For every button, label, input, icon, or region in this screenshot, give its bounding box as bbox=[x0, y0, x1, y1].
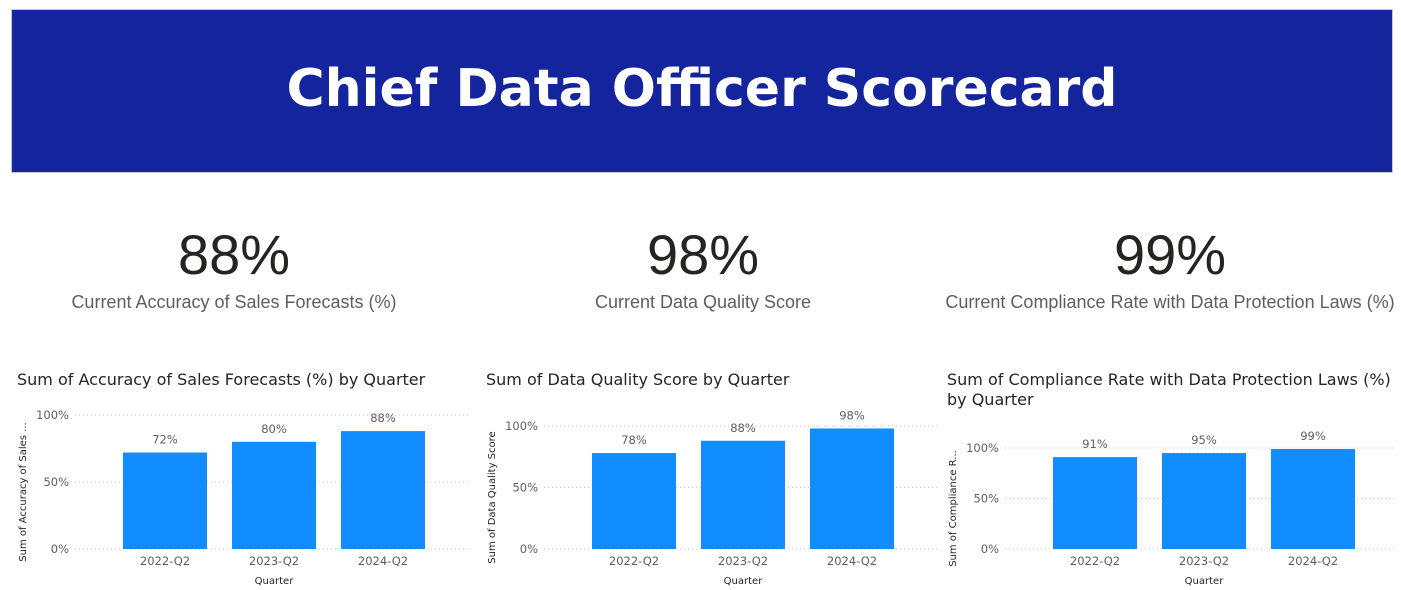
x-tick-label: 2022-Q2 bbox=[609, 554, 659, 568]
chart-title: Sum of Compliance Rate with Data Protect… bbox=[947, 370, 1391, 409]
chart-title: Sum of Accuracy of Sales Forecasts (%) b… bbox=[17, 370, 426, 389]
y-tick-label: 0% bbox=[51, 542, 69, 556]
bar[interactable] bbox=[592, 453, 676, 549]
y-tick-label: 0% bbox=[981, 542, 999, 556]
bar[interactable] bbox=[1271, 449, 1355, 549]
kpi-card-compliance-rate[interactable]: 99% Current Compliance Rate with Data Pr… bbox=[940, 222, 1400, 313]
data-label: 99% bbox=[1300, 429, 1326, 443]
chart-plot: 0% 50% 100% 91% 2022-Q2 95% 2023-Q2 99% 2024-Q2 Q… bbox=[948, 429, 1395, 587]
data-label: 72% bbox=[152, 433, 178, 447]
x-tick-label: 2024-Q2 bbox=[1288, 554, 1338, 568]
data-label: 91% bbox=[1082, 437, 1108, 451]
y-tick-label: 50% bbox=[512, 481, 538, 495]
x-axis-title: Quarter bbox=[724, 576, 764, 587]
data-label: 88% bbox=[370, 411, 396, 425]
bar[interactable] bbox=[232, 441, 316, 549]
kpi-card-sales-accuracy[interactable]: 88% Current Accuracy of Sales Forecasts … bbox=[4, 222, 464, 313]
title-banner: Chief Data Officer Scorecard bbox=[11, 9, 1393, 173]
data-label: 80% bbox=[261, 422, 287, 436]
y-tick-label: 100% bbox=[36, 408, 69, 422]
x-axis-title: Quarter bbox=[1185, 576, 1225, 587]
chart-plot: 0% 50% 100% 78% 2022-Q2 88% 2023-Q2 98% 2024-Q2 Q… bbox=[487, 408, 938, 587]
bar[interactable] bbox=[810, 428, 894, 549]
page-title: Chief Data Officer Scorecard bbox=[286, 59, 1118, 119]
y-tick-label: 50% bbox=[973, 492, 999, 506]
kpi-value: 98% bbox=[646, 223, 760, 286]
x-tick-label: 2022-Q2 bbox=[1070, 554, 1120, 568]
chart-compliance-rate[interactable]: Sum of Compliance Rate with Data Protect… bbox=[947, 366, 1399, 590]
y-axis-title: Sum of Accuracy of Sales ... bbox=[18, 422, 29, 561]
x-tick-label: 2024-Q2 bbox=[358, 554, 408, 568]
chart-data-quality[interactable]: Sum of Data Quality Score by Quarter 0% 5… bbox=[486, 366, 946, 590]
bar[interactable] bbox=[341, 431, 425, 549]
data-label: 88% bbox=[730, 421, 756, 435]
x-tick-label: 2022-Q2 bbox=[140, 554, 190, 568]
kpi-label: Current Data Quality Score bbox=[594, 292, 812, 312]
y-tick-label: 100% bbox=[966, 441, 999, 455]
y-axis-title: Sum of Compliance R... bbox=[948, 450, 959, 567]
bar[interactable] bbox=[123, 452, 207, 549]
x-tick-label: 2023-Q2 bbox=[1179, 554, 1229, 568]
chart-sales-accuracy[interactable]: Sum of Accuracy of Sales Forecasts (%) b… bbox=[17, 366, 477, 590]
data-label: 98% bbox=[839, 408, 865, 422]
data-label: 95% bbox=[1191, 433, 1217, 447]
x-axis-title: Quarter bbox=[255, 576, 295, 587]
kpi-value: 99% bbox=[1113, 223, 1227, 286]
y-tick-label: 50% bbox=[43, 475, 69, 489]
bar[interactable] bbox=[701, 440, 785, 549]
kpi-label: Current Compliance Rate with Data Protec… bbox=[945, 292, 1395, 312]
y-axis-title: Sum of Data Quality Score bbox=[487, 431, 498, 563]
chart-plot: 0% 50% 100% 72% 2022-Q2 80% 2023-Q2 88% 2024-Q2 Q… bbox=[18, 408, 469, 587]
kpi-card-data-quality[interactable]: 98% Current Data Quality Score bbox=[473, 222, 933, 313]
x-tick-label: 2023-Q2 bbox=[718, 554, 768, 568]
bar[interactable] bbox=[1053, 457, 1137, 549]
bar[interactable] bbox=[1162, 453, 1246, 549]
kpi-value: 88% bbox=[177, 223, 291, 286]
data-label: 78% bbox=[621, 433, 647, 447]
y-tick-label: 100% bbox=[505, 419, 538, 433]
kpi-label: Current Accuracy of Sales Forecasts (%) bbox=[71, 292, 397, 312]
x-tick-label: 2023-Q2 bbox=[249, 554, 299, 568]
y-tick-label: 0% bbox=[520, 542, 538, 556]
chart-title: Sum of Data Quality Score by Quarter bbox=[486, 370, 790, 389]
x-tick-label: 2024-Q2 bbox=[827, 554, 877, 568]
